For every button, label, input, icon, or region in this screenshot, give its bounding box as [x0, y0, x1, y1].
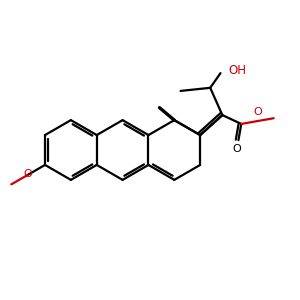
Text: OH: OH: [229, 64, 247, 77]
Text: O: O: [232, 144, 241, 154]
Text: O: O: [253, 107, 262, 118]
Text: O: O: [24, 169, 32, 179]
